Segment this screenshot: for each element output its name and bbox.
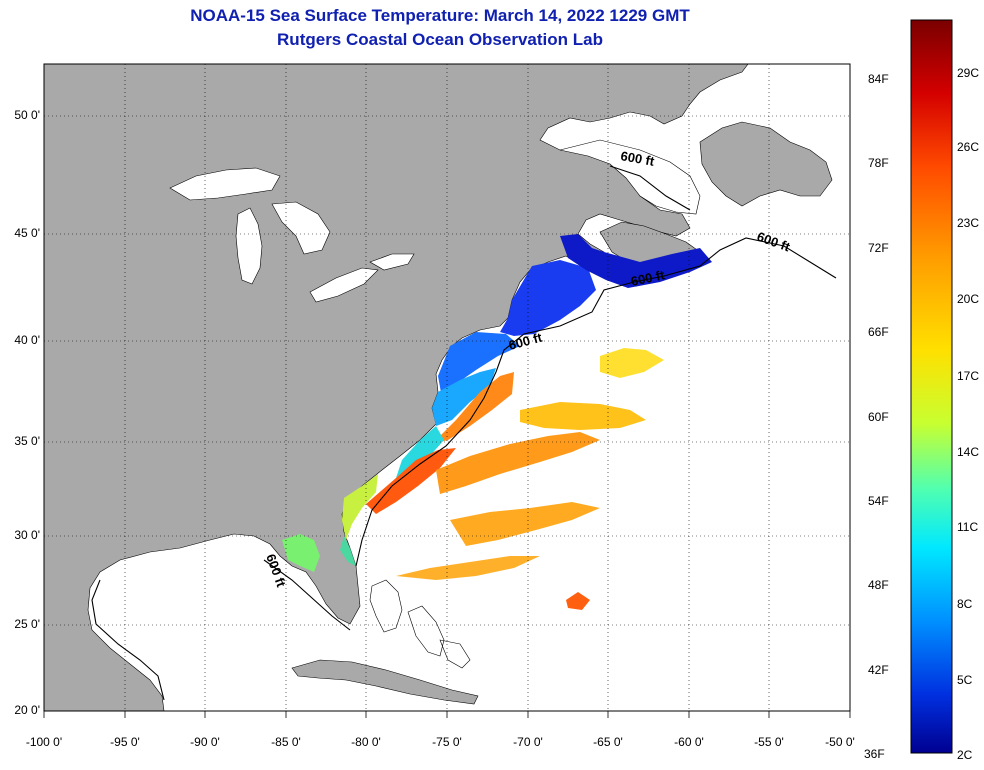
lat-label-20: 20 0' xyxy=(14,703,40,717)
lon-label-90: -90 0' xyxy=(190,735,220,749)
lake-erie xyxy=(309,267,379,303)
colorbar-label-14c: 14C xyxy=(957,445,980,459)
colorbar-label-2c: 2C xyxy=(957,748,973,762)
lat-label-45: 45 0' xyxy=(14,226,40,240)
lon-label-75: -75 0' xyxy=(432,735,462,749)
colorbar-label-48f: 48F xyxy=(868,578,889,592)
map-title: NOAA-15 Sea Surface Temperature: March 1… xyxy=(190,6,690,25)
map-subtitle: Rutgers Coastal Ocean Observation Lab xyxy=(277,30,603,49)
lon-label-100: -100 0' xyxy=(25,735,63,749)
lon-label-60: -60 0' xyxy=(674,735,704,749)
colorbar-label-23c: 23C xyxy=(957,216,980,230)
sst-data-field xyxy=(282,234,712,610)
lat-label-25: 25 0' xyxy=(14,617,40,631)
lon-label-95: -95 0' xyxy=(110,735,140,749)
lake-michigan xyxy=(235,207,263,285)
lon-label-85: -85 0' xyxy=(271,735,301,749)
colorbar-label-17c: 17C xyxy=(957,369,980,383)
lon-label-70: -70 0' xyxy=(513,735,543,749)
colorbar-label-20c: 20C xyxy=(957,292,980,306)
colorbar-label-54f: 54F xyxy=(868,494,889,508)
lat-label-35: 35 0' xyxy=(14,434,40,448)
north-america-land xyxy=(43,63,749,712)
lake-huron xyxy=(271,201,331,255)
colorbar-label-26c: 26C xyxy=(957,140,980,154)
lon-label-65: -65 0' xyxy=(593,735,623,749)
colorbar-label-36f: 36F xyxy=(864,747,885,761)
colorbar-label-42f: 42F xyxy=(868,663,889,677)
colorbar xyxy=(910,19,953,754)
cuba-land xyxy=(291,659,479,705)
colorbar-label-60f: 60F xyxy=(868,410,889,424)
isobath-600ft xyxy=(91,165,837,701)
lon-label-55: -55 0' xyxy=(754,735,784,749)
lake-ontario xyxy=(369,253,415,271)
colorbar-label-78f: 78F xyxy=(868,156,889,170)
newfoundland-land xyxy=(699,121,833,207)
colorbar-label-84f: 84F xyxy=(868,72,889,86)
lat-label-30: 30 0' xyxy=(14,528,40,542)
colorbar-label-72f: 72F xyxy=(868,241,889,255)
lon-label-80: -80 0' xyxy=(351,735,381,749)
lat-label-40: 40 0' xyxy=(14,333,40,347)
isobath-label-labrador: 600 ft xyxy=(619,148,656,169)
colorbar-label-66f: 66F xyxy=(868,325,889,339)
isobath-label-nova-scotia: 600 ft xyxy=(630,267,667,289)
colorbar-label-11c: 11C xyxy=(957,520,979,534)
lake-superior xyxy=(169,167,281,201)
colorbar-label-8c: 8C xyxy=(957,597,973,611)
bahamas-banks xyxy=(369,579,471,669)
colorbar-label-5c: 5C xyxy=(957,673,973,687)
lat-label-50: 50 0' xyxy=(14,108,40,122)
lon-label-50: -50 0' xyxy=(825,735,855,749)
colorbar-label-29c: 29C xyxy=(957,66,980,80)
